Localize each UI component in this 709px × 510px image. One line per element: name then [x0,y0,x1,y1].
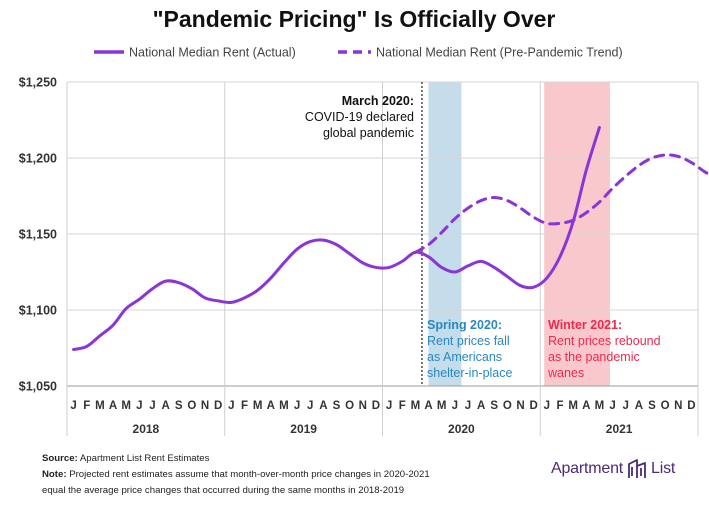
x-tick-label: M [121,400,131,412]
y-tick-label: $1,050 [19,380,57,394]
brand-name-left: Apartment [551,460,624,477]
x-tick-label: M [568,400,578,412]
apartment-list-logo: Apartment List [551,458,675,480]
x-tick-label: O [503,400,512,412]
x-tick-label: O [661,400,670,412]
x-tick-label: O [187,400,196,412]
x-tick-label: J [136,400,142,412]
x-tick-label: N [201,400,209,412]
source-label: Source: [42,453,78,464]
x-tick-label: J [544,400,550,412]
x-tick-label: A [109,400,117,412]
annotation-line: as the pandemic [548,350,640,364]
x-tick-label: J [294,400,300,412]
rent-chart: "Pandemic Pricing" Is Officially Over Na… [19,6,709,436]
x-tick-label: M [411,400,421,412]
x-tick-label: D [372,400,380,412]
x-tick-label: A [424,400,432,412]
annotation-line: COVID-19 declared [305,110,414,124]
year-label: 2019 [290,422,317,436]
y-tick-label: $1,250 [19,76,57,90]
note-text-1: Projected rent estimates assume that mon… [69,469,430,480]
legend-label-trend: National Median Rent (Pre-Pandemic Trend… [376,46,623,60]
note-line-2: equal the average price changes that occ… [42,485,405,496]
x-tick-label: M [253,400,263,412]
x-tick-label: J [70,400,76,412]
y-axis: $1,050 $1,100 $1,150 $1,200 $1,250 [19,76,57,394]
x-tick-label: A [635,400,643,412]
x-tick-label: M [595,400,605,412]
x-tick-label: O [345,400,354,412]
x-tick-label: M [279,400,289,412]
x-tick-label: F [241,400,248,412]
annotation-line: wanes [547,366,584,380]
annotation-winter-2021: Winter 2021: Rent prices rebound as the pa… [547,318,661,380]
x-tick-label: A [161,400,169,412]
annotation-line: Rent prices fall [427,334,510,348]
year-label: 2020 [448,422,475,436]
footer-notes: Source: Apartment List Rent Estimates No… [42,451,430,499]
source-line: Source: Apartment List Rent Estimates [42,451,430,467]
x-tick-label: A [267,400,275,412]
year-label: 2018 [133,422,160,436]
x-tick-label: J [307,400,313,412]
y-tick-label: $1,100 [19,304,57,318]
x-tick-label: M [95,400,105,412]
series-line-actual [72,126,601,352]
year-label: 2021 [606,422,633,436]
x-tick-label: J [386,400,392,412]
x-tick-label: F [556,400,563,412]
legend: National Median Rent (Actual) National M… [94,46,623,60]
x-tick-label: J [465,400,471,412]
legend-label-actual: National Median Rent (Actual) [129,46,296,60]
gridlines [66,81,699,436]
x-tick-label: N [359,400,367,412]
x-tick-label: J [609,400,615,412]
annotation-title: Spring 2020: [427,318,502,332]
x-tick-label: A [477,400,485,412]
annotation-line: as Americans [427,350,502,364]
building-icon [628,459,646,478]
x-tick-label: N [516,400,524,412]
x-tick-label: J [149,400,155,412]
series-line-trend [413,153,709,254]
x-tick-label: F [83,400,90,412]
source-text: Apartment List Rent Estimates [79,453,210,464]
x-tick-label: J [228,400,234,412]
annotation-spring-2020: Spring 2020: Rent prices fall as Americans… [427,318,513,380]
y-tick-label: $1,200 [19,152,57,166]
x-tick-label: M [437,400,447,412]
x-tick-label: A [319,400,327,412]
annotation-title: March 2020: [342,94,414,108]
x-tick-label: S [175,400,183,412]
x-tick-label: S [333,400,341,412]
x-tick-label: N [674,400,682,412]
chart-title: "Pandemic Pricing" Is Officially Over [153,6,556,32]
note-line-1: Note: Projected rent estimates assume th… [42,467,430,483]
x-tick-label: D [530,400,538,412]
x-tick-label: D [214,400,222,412]
note-label: Note: [42,469,67,480]
x-tick-label: D [687,400,695,412]
annotation-title: Winter 2021: [548,318,622,332]
x-tick-label: S [490,400,498,412]
brand-name-right: List [651,460,676,477]
series-lines [72,82,709,386]
annotation-line: shelter-in-place [427,366,513,380]
annotations: March 2020: COVID-19 declared global pande… [305,94,661,380]
annotation-line: global pandemic [323,126,414,140]
annotation-line: Rent prices rebound [548,334,661,348]
x-tick-label: J [622,400,628,412]
annotation-march-2020: March 2020: COVID-19 declared global pande… [305,94,414,140]
x-tick-label: A [582,400,590,412]
x-tick-label: J [452,400,458,412]
x-tick-label: F [399,400,406,412]
x-tick-label: S [648,400,656,412]
y-tick-label: $1,150 [19,228,57,242]
